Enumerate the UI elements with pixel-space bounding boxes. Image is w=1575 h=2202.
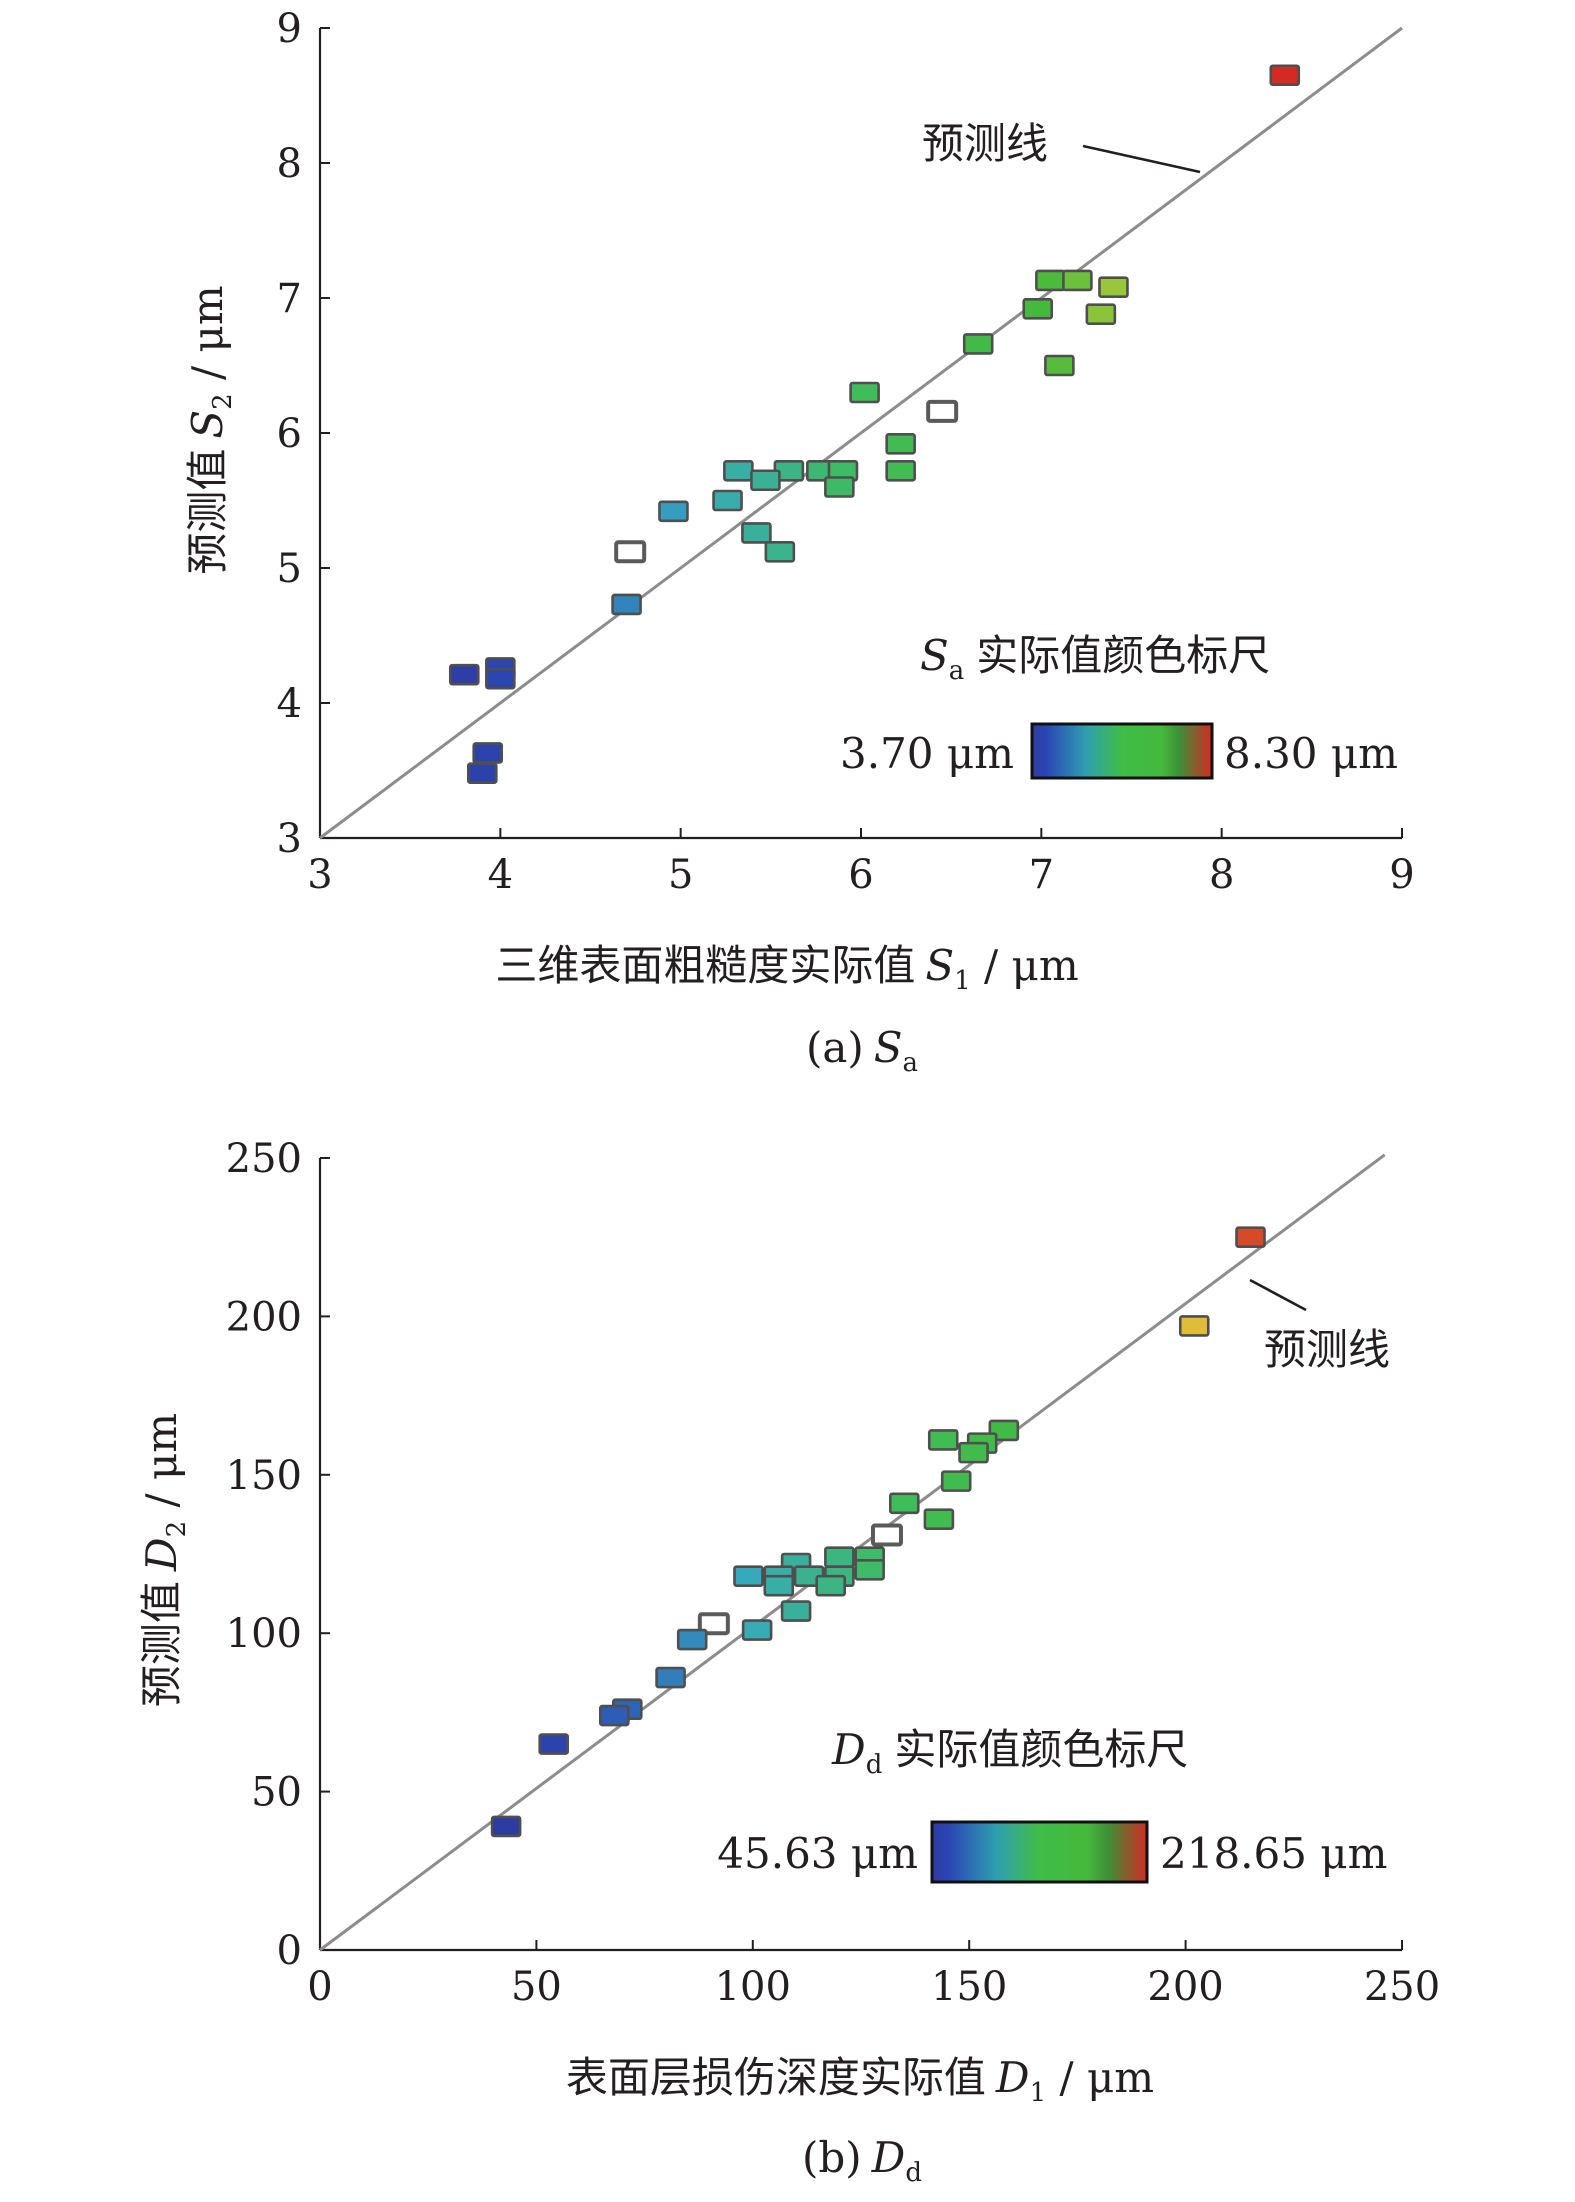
x-tick-label: 8: [1209, 852, 1234, 898]
x-tick-label: 3: [307, 852, 332, 898]
y-tick-label: 9: [277, 6, 302, 52]
y-tick-label: 0: [277, 1928, 302, 1974]
data-point: [538, 1733, 570, 1755]
data-point: [888, 1492, 920, 1515]
x-tick-label: 6: [848, 852, 873, 898]
data-point: [927, 1429, 959, 1451]
data-point: [923, 1508, 955, 1530]
data-point: [1044, 354, 1075, 377]
data-point: [1022, 297, 1054, 320]
x-tick-label: 250: [1364, 1964, 1440, 2010]
data-point-hollow: [870, 1523, 903, 1547]
x-tick-label: 200: [1147, 1964, 1223, 2010]
y-tick-label: 150: [226, 1453, 302, 1499]
y-tick-label: 4: [277, 681, 302, 727]
chart-b-y-axis-label: 预测值D2 / μm: [137, 1413, 192, 1707]
data-point: [712, 489, 743, 512]
data-point-hollow: [614, 540, 647, 564]
chart-b-line-annotation: 预测线: [1264, 1325, 1390, 1374]
x-tick-label: 100: [715, 1964, 791, 2010]
data-point: [1085, 303, 1117, 326]
data-point: [655, 1666, 686, 1689]
data-point: [1062, 269, 1093, 292]
data-point: [1098, 276, 1129, 299]
y-tick-label: 100: [226, 1611, 302, 1657]
x-tick-label: 7: [1029, 852, 1054, 898]
data-point: [1235, 1226, 1266, 1248]
data-point: [854, 1559, 885, 1581]
x-tick-label: 50: [511, 1964, 562, 2010]
chart-a-line-annotation: 预测线: [922, 119, 1048, 168]
chart-b-annotation-leader: [1249, 1278, 1307, 1312]
x-tick-label: 5: [668, 852, 693, 898]
data-point: [1035, 269, 1066, 292]
data-point: [485, 667, 516, 690]
y-tick-label: 6: [277, 411, 302, 457]
chart-b-x-axis-label: 表面层损伤深度实际值 D1 / μm: [566, 2053, 1154, 2108]
x-tick-label: 150: [931, 1964, 1007, 2010]
chart-a-color-scale-max: 8.30 μm: [1224, 729, 1398, 778]
chart-a-prediction-line: [319, 26, 1403, 840]
data-point: [448, 663, 480, 686]
data-point: [676, 1628, 708, 1651]
chart-b-color-scale-title: Dd 实际值颜色标尺: [831, 1725, 1188, 1780]
chart-a: 3 4 5 6 7 8 9 3 4 5 6 7 8 9 预测线 Sa 实际值颜色标尺 3.70 μm 8.3…: [183, 6, 1415, 1078]
chart-b-ticks: 0 50 100 150 200 250 0 50 100 150 200 250: [226, 1136, 1441, 2010]
data-point: [849, 381, 880, 404]
chart-a-x-axis-label: 三维表面粗糙度实际值 S1 / μm: [495, 941, 1078, 996]
chart-b: 0 50 100 150 200 250 0 50 100 150 200 250 预测线 Dd 实际值…: [137, 1136, 1440, 2188]
chart-a-ticks: 3 4 5 6 7 8 9 3 4 5 6 7 8 9: [277, 6, 1415, 898]
chart-a-points: [448, 64, 1301, 785]
chart-b-points: [490, 1226, 1266, 1838]
data-point: [741, 1619, 773, 1641]
chart-a-color-scale-title: Sa 实际值颜色标尺: [920, 631, 1270, 686]
data-point: [472, 742, 504, 764]
data-point: [780, 1600, 812, 1622]
data-point: [1178, 1315, 1210, 1337]
data-point: [741, 522, 772, 544]
data-point: [824, 1546, 855, 1568]
chart-a-color-scale-bar: [1030, 722, 1214, 780]
data-point: [490, 1815, 522, 1838]
data-point: [733, 1565, 764, 1587]
data-point: [958, 1441, 989, 1464]
y-tick-label: 50: [251, 1770, 302, 1816]
chart-a-caption: (a) Sa: [806, 1023, 918, 1078]
data-point: [885, 432, 916, 455]
chart-a-annotation-leader: [1082, 144, 1201, 174]
data-point: [764, 540, 796, 563]
data-point: [466, 762, 498, 785]
y-tick-label: 200: [226, 1294, 302, 1340]
data-point: [885, 459, 916, 482]
y-tick-label: 250: [226, 1136, 302, 1182]
y-tick-label: 8: [277, 141, 302, 187]
data-point-hollow: [926, 399, 959, 423]
data-point: [815, 1574, 847, 1597]
chart-b-color-scale-min: 45.63 μm: [717, 1829, 918, 1878]
data-point: [658, 500, 689, 523]
y-tick-label: 7: [277, 276, 302, 322]
data-point: [611, 593, 642, 616]
chart-a-y-axis-label: 预测值S2 / μm: [183, 285, 238, 574]
y-tick-label: 3: [277, 816, 302, 862]
data-point: [750, 469, 781, 492]
data-point: [1269, 64, 1301, 87]
data-point: [599, 1704, 630, 1727]
data-point: [824, 476, 855, 498]
chart-a-color-scale-min: 3.70 μm: [840, 729, 1014, 778]
x-tick-label: 9: [1389, 852, 1414, 898]
data-point: [723, 459, 754, 482]
chart-b-color-scale-bar: [930, 1820, 1149, 1884]
data-point: [763, 1574, 795, 1597]
data-point: [962, 333, 994, 355]
chart-b-caption: (b) Dd: [802, 2133, 922, 2188]
data-point: [940, 1470, 972, 1492]
x-tick-label: 0: [307, 1964, 332, 2010]
x-tick-label: 4: [488, 852, 513, 898]
data-point-hollow: [697, 1612, 730, 1636]
y-tick-label: 5: [277, 546, 302, 592]
chart-b-color-scale-max: 218.65 μm: [1160, 1829, 1387, 1878]
